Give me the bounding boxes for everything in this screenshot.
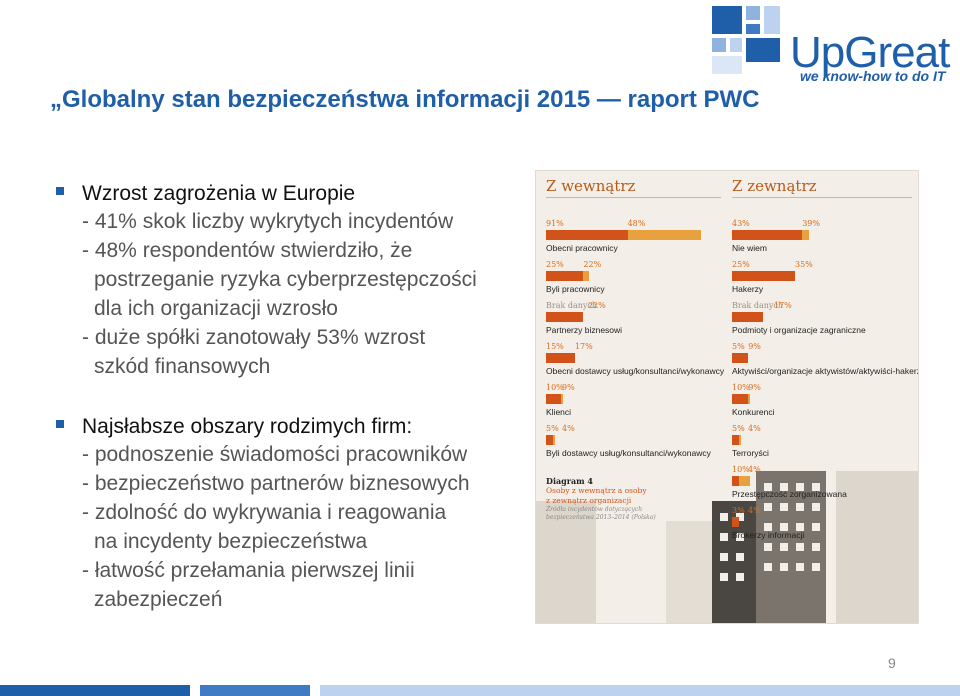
bar-2014 xyxy=(546,435,553,445)
source-label: Obecni dostawcy usług/konsultanci/wykona… xyxy=(546,366,725,376)
value-label: 22% xyxy=(588,301,606,310)
value-label: 22% xyxy=(583,260,602,269)
bullet-heading: Najsłabsze obszary rodzimych firm: xyxy=(82,415,413,438)
bullet-line: postrzeganie ryzyka cyberprzestępczości xyxy=(94,268,477,291)
source-label: Byli pracownicy xyxy=(546,284,605,294)
bar-2014 xyxy=(732,435,740,445)
brand-name: UpGreat xyxy=(790,28,950,77)
value-label: 17% xyxy=(574,342,593,351)
value-label: 3% xyxy=(732,506,745,515)
bar-2014 xyxy=(546,271,584,281)
bullet-line: - 48% respondentów stwierdziło, że xyxy=(82,239,413,262)
bar-2014 xyxy=(732,271,795,281)
bar-2014 xyxy=(732,312,763,322)
diagram-subtitle: z zewnątrz organizacji xyxy=(546,496,632,505)
bar-2014 xyxy=(546,230,628,240)
page-number: 9 xyxy=(888,655,896,671)
inside-column-title: Z wewnątrz xyxy=(546,177,636,195)
footer-stripe xyxy=(0,685,960,696)
upgreat-logo-mark xyxy=(712,6,782,76)
value-label: 43% xyxy=(732,219,750,228)
value-label: 35% xyxy=(795,260,813,269)
source-label: Nie wiem xyxy=(732,243,767,253)
bullet-line: - zdolność do wykrywania i reagowania xyxy=(82,501,447,524)
bullet-block-1: Wzrost zagrożenia w Europie - 41% skok l… xyxy=(52,180,532,381)
value-label: 5% xyxy=(732,342,745,351)
value-label: 10% xyxy=(732,383,750,392)
diagram-number: Diagram 4 xyxy=(546,476,593,486)
bar-2014 xyxy=(732,353,749,363)
value-label: 91% xyxy=(546,219,564,228)
source-label: Konkurenci xyxy=(732,407,775,417)
bullet-line: szkód finansowych xyxy=(94,355,271,378)
source-label: Byli dostawcy usług/konsultanci/wykonawc… xyxy=(546,448,711,458)
value-label: 9% xyxy=(748,383,761,392)
bar-2014 xyxy=(546,312,584,322)
bullet-marker-icon xyxy=(56,420,64,428)
slide-title: „Globalny stan bezpieczeństwa informacji… xyxy=(50,86,760,113)
diagram-source: Źródła incydentów dotyczących xyxy=(546,506,643,513)
source-label: Partnerzy biznesowi xyxy=(546,325,623,335)
value-label: 4% xyxy=(748,424,761,433)
bullet-line: - podnoszenie świadomości pracowników xyxy=(82,443,468,466)
value-label: Brak danych xyxy=(732,301,784,310)
value-label: 25% xyxy=(546,260,564,269)
bar-2014 xyxy=(732,394,749,404)
source-label: Podmioty i organizacje zagraniczne xyxy=(732,325,866,335)
bullet-line: zabezpieczeń xyxy=(94,588,223,611)
source-label: Przestępczość zorganizowana xyxy=(732,489,847,499)
outside-column-title: Z zewnątrz xyxy=(732,177,817,195)
skyline-illustration xyxy=(536,471,918,623)
diagram-caption: Diagram 4 Osoby z wewnątrz a osoby z zew… xyxy=(546,476,686,522)
bullet-line: - łatwość przełamania pierwszej linii xyxy=(82,559,415,582)
value-label: Brak danych xyxy=(546,301,598,310)
value-label: 5% xyxy=(546,424,559,433)
inside-column-divider xyxy=(546,197,721,198)
value-label: 4% xyxy=(562,424,575,433)
bar-2014 xyxy=(732,230,803,240)
source-label: Aktywiści/organizacje aktywistów/aktywiś… xyxy=(732,366,919,376)
bullet-line: - duże spółki zanotowały 53% wzrost xyxy=(82,326,426,349)
outside-column-divider xyxy=(732,197,912,198)
bullet-line: dla ich organizacji wzrosło xyxy=(94,297,338,320)
diagram-source: bezpieczeństwa 2013–2014 (Polska) xyxy=(546,514,656,521)
source-label: Terroryści xyxy=(732,448,769,458)
bar-2014 xyxy=(732,517,740,527)
value-label: 4% xyxy=(748,506,761,515)
value-label: 48% xyxy=(627,219,646,228)
bar-2014 xyxy=(732,476,740,486)
source-label: Klienci xyxy=(546,407,572,417)
value-label: 9% xyxy=(562,383,575,392)
value-label: 17% xyxy=(774,301,792,310)
value-label: 39% xyxy=(802,219,820,228)
bullet-list: Wzrost zagrożenia w Europie - 41% skok l… xyxy=(52,180,532,614)
bullet-line: - bezpieczeństwo partnerów biznesowych xyxy=(82,472,470,495)
diagram-subtitle: Osoby z wewnątrz a osoby xyxy=(546,486,647,495)
infographic-panel: Z wewnątrz Z zewnątrz 91% 48% Obecni praco… xyxy=(535,170,919,624)
source-label: Hakerzy xyxy=(732,284,764,294)
bullet-block-2: Najsłabsze obszary rodzimych firm: - pod… xyxy=(52,413,532,614)
source-label: Brokerzy informacji xyxy=(732,530,805,540)
brand-tagline: we know-how to do IT xyxy=(800,68,946,84)
bullet-heading: Wzrost zagrożenia w Europie xyxy=(82,182,356,205)
value-label: 10% xyxy=(546,383,564,392)
bar-2013 xyxy=(732,476,750,486)
bullet-line: - 41% skok liczby wykrytych incydentów xyxy=(82,210,454,233)
bullet-marker-icon xyxy=(56,187,64,195)
source-label: Obecni pracownicy xyxy=(546,243,618,253)
value-label: 10% xyxy=(732,465,750,474)
bar-2014 xyxy=(546,394,562,404)
value-label: 5% xyxy=(732,424,745,433)
value-label: 4% xyxy=(748,465,761,474)
value-label: 15% xyxy=(546,342,564,351)
bullet-line: na incydenty bezpieczeństwa xyxy=(94,530,368,553)
value-label: 25% xyxy=(732,260,750,269)
value-label: 9% xyxy=(748,342,761,351)
bar-2014 xyxy=(546,353,575,363)
